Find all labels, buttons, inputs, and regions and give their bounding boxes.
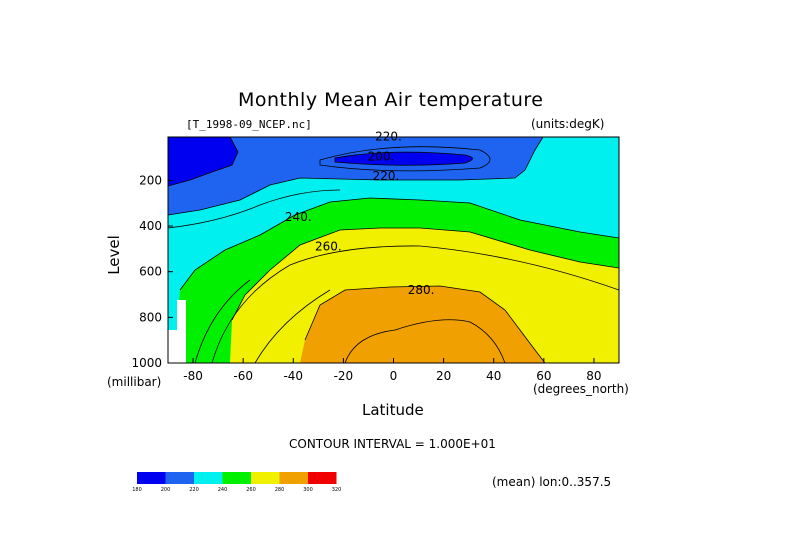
colorbar-level-label: 260 — [246, 487, 256, 493]
contour-labels: 200. 220. 220. 240. 260. 280. — [285, 129, 434, 297]
x-tick-label: -20 — [334, 369, 354, 383]
colorbar-swatch — [308, 472, 337, 484]
contour-label: 220. — [375, 129, 402, 143]
y-tick-label: 800 — [139, 310, 162, 324]
colorbar-level-label: 320 — [332, 487, 342, 493]
fill-180-200-left — [168, 137, 238, 186]
colorbar-level-label: 200 — [161, 487, 171, 493]
x-axis-units: (degrees_north) — [533, 382, 629, 396]
x-tick-label: -80 — [183, 369, 203, 383]
y-axis-units: (millibar) — [107, 375, 162, 389]
chart-title: Monthly Mean Air temperature — [238, 89, 544, 111]
contour-label: 200. — [368, 149, 395, 163]
y-axis-label: Level — [104, 235, 123, 275]
contour-label: 240. — [285, 210, 312, 224]
y-tick-label: 200 — [139, 173, 162, 187]
x-tick-label: -40 — [283, 369, 303, 383]
units-label: (units:degK) — [531, 117, 605, 131]
contour-lines — [168, 137, 619, 363]
x-tick-label: 20 — [436, 369, 451, 383]
axis-ticks — [168, 179, 595, 364]
contour-label: 220. — [373, 169, 400, 183]
contour-interval-label: CONTOUR INTERVAL = 1.000E+01 — [289, 437, 496, 451]
colorbar-swatch — [222, 472, 251, 484]
colorbar-level-label: 280 — [275, 487, 285, 493]
y-tick-label: 400 — [139, 219, 162, 233]
colorbar-swatch — [251, 472, 280, 484]
colorbar-level-label: 180 — [132, 487, 142, 493]
file-label: [T_1998-09_NCEP.nc] — [186, 118, 312, 131]
y-tick-label: 1000 — [131, 356, 162, 370]
contour-label: 280. — [408, 283, 435, 297]
y-tick-label: 600 — [139, 265, 162, 279]
x-tick-label: 60 — [536, 369, 551, 383]
mean-label: (mean) lon:0..357.5 — [492, 475, 612, 489]
fill-180-200-core — [335, 152, 473, 166]
colorbar-level-label: 240 — [218, 487, 228, 493]
x-tick-label: 40 — [486, 369, 501, 383]
x-tick-label: -60 — [233, 369, 253, 383]
colorbar-swatch — [279, 472, 308, 484]
colorbar-level-label: 300 — [303, 487, 313, 493]
x-axis-label: Latitude — [362, 401, 424, 419]
colorbar-level-label: 220 — [189, 487, 199, 493]
colorbar-swatch — [194, 472, 223, 484]
colorbar-swatch — [137, 472, 166, 484]
contour-fills — [168, 137, 619, 363]
x-tick-label: 80 — [586, 369, 601, 383]
x-tick-label: 0 — [390, 369, 398, 383]
contour-label: 260. — [315, 240, 342, 254]
fill-280-300 — [300, 286, 545, 363]
colorbar: 180 200 220 240 260 280 300 320 — [132, 472, 341, 493]
missing-region — [168, 300, 186, 363]
colorbar-swatch — [165, 472, 194, 484]
